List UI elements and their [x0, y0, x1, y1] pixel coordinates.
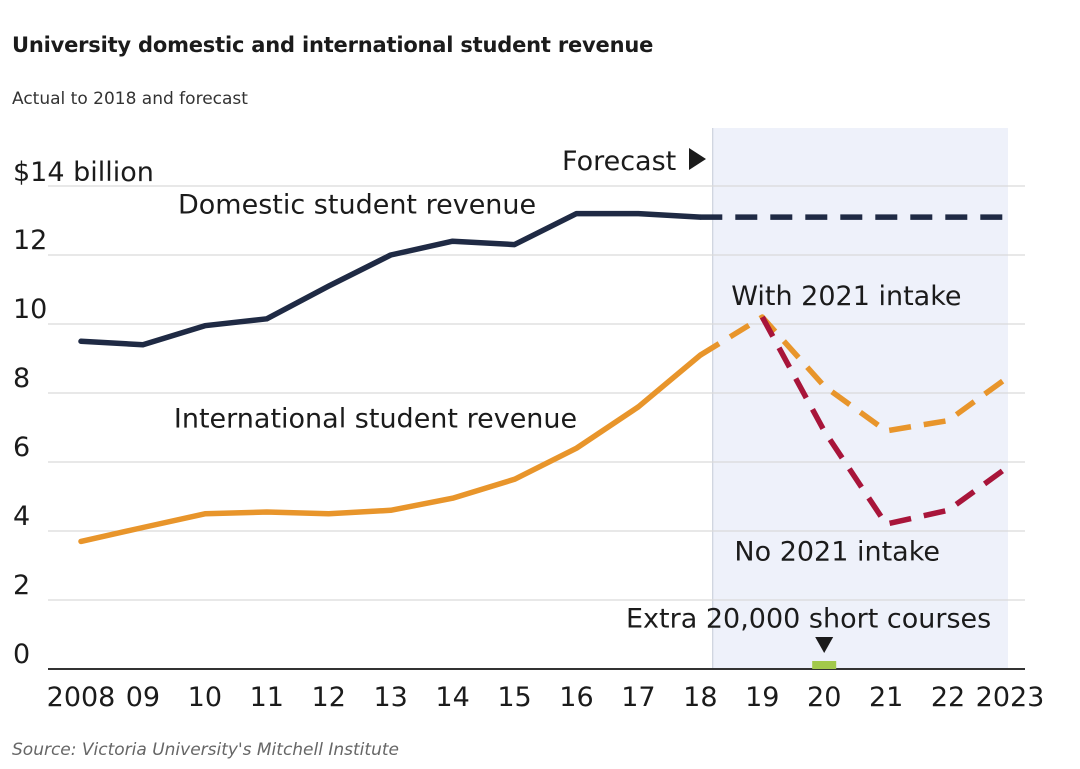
- x-tick-label: 10: [188, 682, 222, 713]
- short-courses-bar: [812, 661, 837, 669]
- y-unit-label: $14 billion: [13, 157, 154, 188]
- series-line: [78, 352, 704, 545]
- x-tick-label: 16: [559, 682, 593, 713]
- x-tick-label: 21: [869, 682, 903, 713]
- x-tick-label: 19: [745, 682, 779, 713]
- series-annotation: With 2021 intake: [731, 281, 961, 312]
- series-annotation: No 2021 intake: [734, 536, 940, 567]
- chart-subtitle: Actual to 2018 and forecast: [12, 89, 248, 109]
- chart-title: University domestic and international st…: [12, 33, 654, 57]
- y-tick-label: 2: [13, 570, 30, 601]
- y-tick-label: 10: [13, 294, 47, 325]
- series-line: [698, 314, 1012, 434]
- y-tick-label: 4: [13, 501, 30, 532]
- short-courses-arrow-icon: [815, 637, 834, 653]
- forecast-arrow-icon: [689, 148, 706, 170]
- series-line: [759, 315, 1012, 527]
- x-tick-label: 14: [435, 682, 469, 713]
- y-tick-label: 8: [13, 363, 30, 394]
- x-tick-label: 22: [931, 682, 965, 713]
- x-tick-label: 20: [807, 682, 841, 713]
- x-tick-label: 13: [373, 682, 407, 713]
- y-tick-label: 0: [13, 639, 30, 670]
- x-tick-label: 17: [621, 682, 655, 713]
- x-tick-label: 2023: [976, 682, 1045, 713]
- series-annotation: Domestic student revenue: [178, 190, 536, 221]
- forecast-shading: [712, 128, 1008, 669]
- y-tick-label: 12: [13, 225, 47, 256]
- x-tick-label: 2008: [47, 682, 116, 713]
- x-tick-label: 11: [250, 682, 284, 713]
- x-tick-label: 15: [497, 682, 531, 713]
- series-annotation: International student revenue: [174, 404, 577, 435]
- series-annotation: Extra 20,000 short courses: [626, 604, 991, 635]
- y-tick-label: 6: [13, 432, 30, 463]
- series-line: [78, 210, 704, 348]
- forecast-label: Forecast: [562, 146, 676, 177]
- chart-source: Source: Victoria University's Mitchell I…: [12, 740, 399, 760]
- x-tick-label: 18: [683, 682, 717, 713]
- x-tick-label: 09: [126, 682, 160, 713]
- x-tick-label: 12: [312, 682, 346, 713]
